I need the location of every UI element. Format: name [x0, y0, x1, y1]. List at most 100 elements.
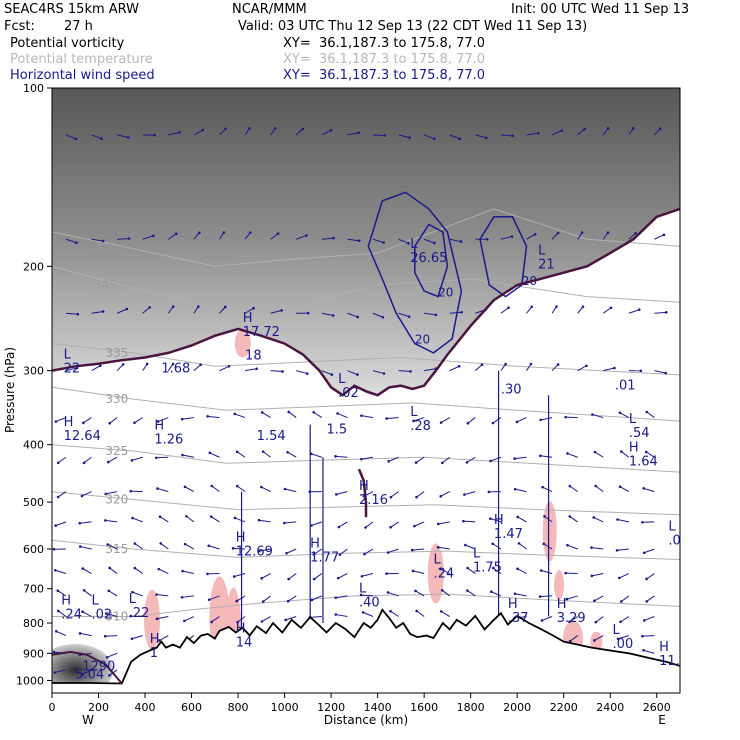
wind-arrow	[364, 548, 374, 555]
wind-arrow-head	[76, 312, 80, 316]
wind-arrow-head	[381, 316, 385, 319]
wind-arrow-head	[129, 614, 133, 618]
wind-arrow	[347, 312, 358, 318]
x-axis-label: Distance (km)	[324, 713, 408, 727]
wind-arrow	[54, 669, 67, 673]
wind-arrow-head	[510, 235, 514, 238]
wind-arrow-head	[197, 305, 200, 308]
extremum-value: .24	[61, 608, 82, 623]
wind-arrow	[440, 568, 450, 574]
wind-arrow	[81, 491, 92, 497]
wind-arrow-head	[54, 524, 57, 527]
wind-arrow-head	[310, 598, 314, 602]
wind-arrow-head	[133, 421, 136, 425]
wind-arrow	[526, 132, 539, 136]
wind-arrow	[449, 238, 462, 243]
wind-arrow-head	[618, 576, 621, 580]
wind-arrow	[83, 589, 92, 597]
wind-arrow	[390, 521, 399, 528]
wind-arrow	[56, 630, 67, 637]
wind-arrow	[313, 573, 323, 580]
wind-arrow	[288, 411, 297, 418]
extremum-value: .30	[501, 382, 522, 397]
wind-arrow-head	[103, 634, 107, 638]
wind-arrow-head	[566, 543, 569, 547]
wind-arrow-head	[564, 571, 567, 575]
wind-arrow	[208, 545, 220, 550]
wind-arrow	[285, 616, 297, 621]
wind-arrow-head	[180, 596, 184, 599]
wind-arrow	[295, 128, 304, 136]
extremum-value: 22	[64, 362, 81, 377]
wind-arrow	[441, 589, 451, 597]
wind-arrow-head	[488, 517, 492, 520]
wind-arrow	[142, 306, 150, 314]
wind-arrow	[440, 491, 450, 497]
west-label: W	[82, 713, 94, 727]
wind-arrow	[361, 415, 374, 419]
wind-arrow-head	[78, 545, 82, 548]
wind-arrow-head	[53, 671, 57, 674]
wind-arrow	[492, 567, 502, 574]
wind-arrow-head	[541, 485, 544, 489]
extremum-value: .00	[613, 637, 634, 652]
y-tick-label: 200	[23, 260, 44, 273]
extremum-marker: H	[61, 594, 71, 609]
extremum-marker: L	[359, 582, 367, 597]
wind-arrow	[347, 238, 360, 242]
wind-arrow-head	[664, 371, 668, 375]
wind-arrow	[80, 546, 92, 550]
wind-arrow	[309, 616, 322, 618]
wind-arrow-head	[222, 231, 226, 234]
wind-arrow	[209, 452, 220, 458]
wind-arrow	[591, 573, 604, 577]
x-tick-label: 2600	[643, 701, 671, 714]
wind-arrow	[595, 485, 604, 493]
pv-shading	[52, 88, 680, 396]
wind-arrow-head	[458, 137, 462, 141]
wind-arrow-head	[127, 237, 131, 240]
theta-isentrope	[52, 386, 680, 422]
wind-arrow-head	[440, 589, 444, 592]
wind-arrow	[219, 232, 225, 240]
wind-arrow-head	[619, 600, 623, 603]
wind-arrow	[542, 486, 553, 493]
wind-arrow-head	[100, 137, 104, 141]
wind-arrow-head	[457, 364, 461, 368]
wind-arrow	[467, 590, 476, 597]
wind-arrow-head	[491, 421, 495, 425]
wind-arrow-head	[305, 234, 308, 237]
wind-arrow-head	[312, 577, 316, 581]
wind-arrow-head	[52, 650, 56, 654]
wind-arrow	[270, 233, 279, 240]
wind-arrow	[361, 456, 374, 460]
wind-arrow	[262, 595, 271, 602]
wind-arrow	[335, 614, 348, 618]
wind-arrow	[210, 516, 220, 523]
wind-arrow	[79, 632, 92, 637]
wind-arrow-head	[515, 420, 519, 424]
wind-arrow	[492, 543, 502, 550]
wind-arrow	[55, 417, 67, 422]
positive-patch	[427, 543, 444, 604]
wind-arrow-head	[54, 420, 58, 423]
wind-arrow-head	[235, 599, 239, 603]
wind-arrow	[57, 590, 67, 597]
wind-arrow	[234, 413, 246, 419]
wind-arrow	[109, 567, 118, 574]
wind-arrow-head	[459, 240, 463, 243]
extremum-value: .37	[508, 611, 529, 626]
wind-arrow	[311, 453, 322, 458]
extremum-marker: H	[508, 597, 518, 612]
wind-arrow	[57, 491, 67, 498]
wind-arrow-head	[56, 461, 60, 465]
wind-arrow	[620, 616, 630, 623]
wind-arrow-head	[125, 307, 129, 311]
wind-arrow	[424, 312, 436, 316]
wind-arrow	[134, 567, 143, 574]
wind-arrow	[642, 635, 655, 637]
wind-arrow	[337, 573, 348, 579]
wind-arrow-head	[334, 596, 338, 600]
wind-arrow-head	[178, 131, 181, 134]
